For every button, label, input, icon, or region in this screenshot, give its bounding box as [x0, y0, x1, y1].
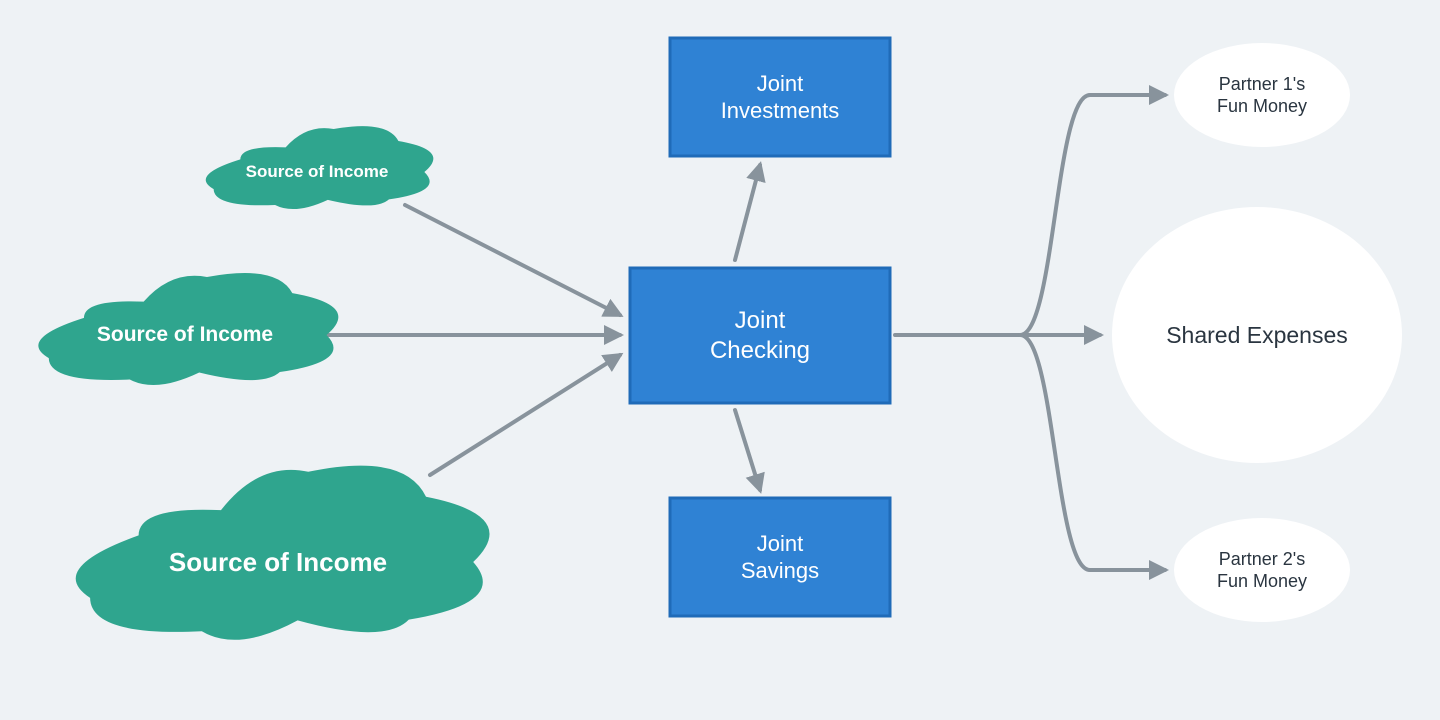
edge-income3-checking — [430, 355, 620, 475]
edge-checking-investments — [735, 165, 760, 260]
edge-checking-savings — [735, 410, 760, 490]
node-fun2 — [1174, 518, 1350, 622]
diagram-canvas: Source of IncomeSource of IncomeSource o… — [0, 0, 1440, 720]
node-savings — [670, 498, 890, 616]
node-fun1 — [1174, 43, 1350, 147]
diagram-svg — [0, 0, 1440, 720]
node-income1 — [206, 126, 434, 209]
node-shared — [1112, 207, 1402, 463]
node-investments — [670, 38, 890, 156]
nodes-group — [38, 38, 1402, 640]
edge-income1-checking — [405, 205, 620, 315]
node-income2 — [38, 273, 338, 385]
node-checking — [630, 268, 890, 403]
node-income3 — [76, 466, 490, 640]
